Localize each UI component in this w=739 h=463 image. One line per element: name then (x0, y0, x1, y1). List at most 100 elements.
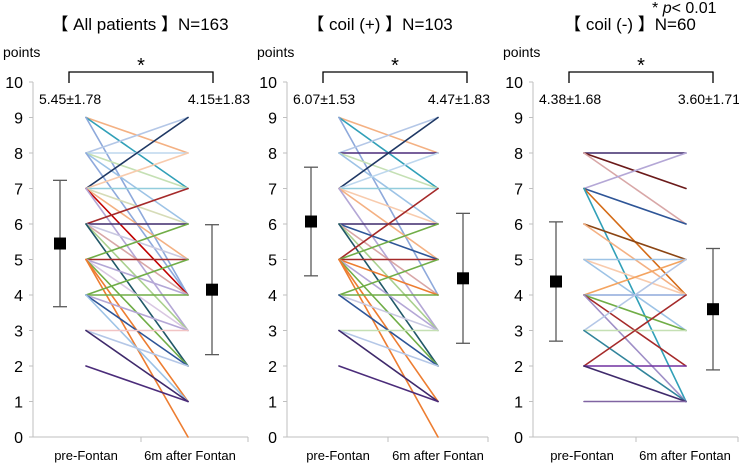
patient-line (583, 365, 687, 403)
x-tick-label: 6m after Fontan (392, 448, 484, 463)
y-tick-label: 3 (268, 324, 277, 341)
y-tick-label: 0 (268, 430, 277, 447)
y-tick-label: 10 (5, 75, 23, 92)
y-tick-label: 1 (14, 395, 23, 412)
patient-line (583, 294, 687, 332)
patient-lines (85, 116, 189, 438)
y-tick-label: 0 (14, 430, 23, 447)
significance-note: * p< 0.01 (652, 0, 717, 18)
y-tick-label: 9 (268, 111, 277, 128)
patient-line (338, 116, 439, 154)
y-tick-label: 7 (268, 182, 277, 199)
mean-marker (54, 237, 66, 250)
patient-line (85, 329, 189, 403)
patient-line (338, 223, 439, 261)
significance-marker: * (391, 55, 399, 77)
patient-line (338, 329, 439, 367)
y-tick-label: 6 (268, 217, 277, 234)
y-tick-label: 7 (514, 182, 523, 199)
significance-marker: * (137, 55, 145, 77)
y-tick-label: 5 (514, 253, 523, 270)
patient-line (583, 152, 687, 190)
patient-lines (583, 152, 687, 403)
patient-line (85, 152, 189, 190)
mean-sd-label-pre: 5.45±1.78 (39, 91, 101, 107)
patient-line (85, 294, 189, 332)
x-tick-label: 6m after Fontan (144, 448, 236, 463)
y-tick-label: 5 (268, 253, 277, 270)
x-tick-label: pre-Fontan (306, 448, 370, 463)
mean-sd-label-post: 3.60±1.71 (678, 91, 739, 107)
y-tick-label: 1 (514, 395, 523, 412)
mean-sd-label-post: 4.47±1.83 (428, 91, 490, 107)
panel-title: 【 coil (+) 】N=103 (307, 15, 453, 34)
y-tick-label: 8 (268, 146, 277, 163)
y-axis-label: points (3, 44, 40, 60)
patient-line (583, 258, 687, 296)
panel-title: 【 coil (-) 】N=60 (564, 15, 696, 34)
patient-line (583, 223, 687, 261)
chart-panel-2: 【 coil (+) 】N=103 points 0 1 2 3 4 5 6 7 8 9 10 pre-F… (257, 15, 490, 463)
y-tick-label: 2 (14, 359, 23, 376)
patient-line (583, 294, 687, 367)
y-tick-label: 7 (14, 182, 23, 199)
p-threshold: < 0.01 (671, 0, 717, 17)
patient-line (583, 187, 687, 225)
mean-marker (550, 275, 562, 288)
patient-line (85, 116, 189, 190)
mean-marker (305, 215, 317, 228)
y-tick-label: 9 (14, 111, 23, 128)
y-tick-label: 3 (14, 324, 23, 341)
y-tick-label: 6 (14, 217, 23, 234)
significance-bracket (568, 71, 714, 83)
mean-marker (707, 303, 719, 316)
patient-line (338, 329, 439, 403)
patient-line (583, 258, 687, 332)
y-tick-label: 3 (514, 324, 523, 341)
patient-lines (338, 116, 439, 438)
y-tick-label: 1 (268, 395, 277, 412)
significance-star: * (652, 0, 659, 17)
y-tick-label: 4 (268, 288, 277, 305)
x-tick-label: 6m after Fontan (639, 448, 731, 463)
y-axis-label: points (257, 44, 294, 60)
mean-marker (206, 283, 218, 296)
patient-line (338, 294, 439, 332)
y-tick-label: 8 (14, 146, 23, 163)
mean-sd-label-post: 4.15±1.83 (188, 91, 250, 107)
patient-line (338, 258, 439, 296)
x-tick-label: pre-Fontan (550, 448, 614, 463)
chart-panel-1: 【 All patients 】N=163 points 0 1 2 3 4 5 6 7 8 9 10 p… (3, 15, 250, 463)
significance-bracket (68, 71, 214, 83)
patient-line (85, 116, 189, 154)
patient-line (338, 365, 439, 403)
panel-title: 【 All patients 】N=163 (51, 15, 228, 34)
mean-marker (457, 272, 469, 285)
patient-line (583, 294, 687, 403)
y-tick-label: 4 (14, 288, 23, 305)
patient-line (338, 187, 439, 225)
y-tick-label: 10 (259, 75, 277, 92)
y-tick-label: 5 (14, 253, 23, 270)
patient-line (338, 116, 439, 190)
patient-line (85, 223, 189, 261)
patient-line (85, 365, 189, 403)
patient-line (338, 152, 439, 190)
significance-bracket (322, 71, 468, 83)
y-tick-label: 9 (514, 111, 523, 128)
patient-line (85, 258, 189, 296)
y-tick-label: 8 (514, 146, 523, 163)
significance-marker: * (637, 55, 645, 77)
y-tick-label: 2 (268, 359, 277, 376)
mean-sd-label-pre: 4.38±1.68 (539, 91, 601, 107)
y-axis-label: points (503, 44, 540, 60)
patient-line (85, 187, 189, 225)
y-tick-label: 2 (514, 359, 523, 376)
y-tick-label: 0 (514, 430, 523, 447)
patient-line (583, 152, 687, 225)
mean-sd-label-pre: 6.07±1.53 (293, 91, 355, 107)
y-tick-label: 6 (514, 217, 523, 234)
patient-line (338, 187, 439, 261)
x-tick-label: pre-Fontan (54, 448, 118, 463)
